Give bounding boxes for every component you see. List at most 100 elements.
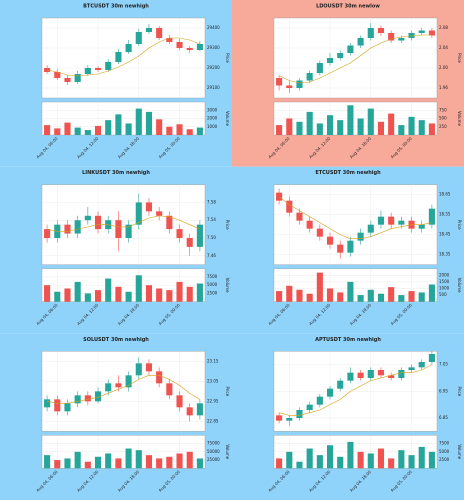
- y-tick-label: 18.65: [439, 192, 451, 197]
- volume-bar: [54, 128, 61, 135]
- candle-body: [115, 220, 122, 238]
- candle-body: [166, 383, 173, 396]
- candle-body: [357, 372, 364, 378]
- y-axis-label: Price: [457, 53, 462, 63]
- y-axis-label: Price: [225, 53, 230, 63]
- volume-axis-label: Volume: [225, 444, 230, 459]
- volume-axis-label: Volume: [457, 444, 462, 459]
- candle-body: [105, 383, 112, 392]
- candle-body: [176, 42, 183, 48]
- volume-tick-label: 500: [439, 292, 447, 297]
- candle-body: [94, 215, 102, 230]
- volume-bar: [286, 451, 293, 469]
- volume-bar: [135, 108, 142, 135]
- chart-title: LDOUSDT 30m newlow: [316, 4, 380, 10]
- y-tick-label: 22.95: [207, 398, 219, 403]
- candle-body: [186, 238, 193, 247]
- candle-body: [418, 30, 425, 33]
- volume-bar: [398, 450, 405, 469]
- candle-body: [84, 395, 91, 402]
- volume-bar: [125, 448, 132, 469]
- candle-body: [105, 62, 112, 70]
- candle-body: [186, 48, 193, 50]
- volume-bar: [367, 453, 374, 469]
- volume-bar: [166, 456, 173, 469]
- candle-body: [367, 370, 374, 378]
- volume-bar: [186, 129, 193, 135]
- volume-bar: [94, 456, 102, 469]
- volume-bar: [166, 290, 173, 302]
- candle-body: [156, 371, 163, 384]
- moving-average: [278, 34, 432, 84]
- candle-body: [418, 362, 425, 368]
- volume-bar: [105, 120, 112, 135]
- volume-tick-label: 75000: [207, 441, 220, 446]
- candle-body: [286, 200, 293, 213]
- y-axis-label: Price: [225, 220, 230, 230]
- candle-body: [115, 52, 122, 62]
- volume-axis-label: Volume: [457, 278, 462, 293]
- candle-body: [367, 224, 374, 233]
- volume-bar: [74, 451, 81, 469]
- candle-body: [428, 30, 435, 36]
- candle-body: [84, 215, 91, 221]
- candle-body: [428, 208, 435, 225]
- candle-body: [408, 33, 415, 38]
- volume-bar: [377, 293, 385, 302]
- candle-body: [176, 229, 183, 238]
- candle-body: [398, 220, 405, 225]
- volume-bar: [316, 455, 323, 469]
- candle-body: [145, 202, 153, 212]
- volume-bar: [398, 125, 405, 135]
- volume-bar: [388, 287, 395, 302]
- candle-body: [196, 224, 203, 247]
- volume-tick-label: 2500: [207, 290, 218, 295]
- candle-body: [326, 388, 334, 397]
- volume-bar: [125, 291, 132, 302]
- volume-axis-label: Volume: [225, 111, 230, 126]
- volume-tick-label: 2000: [207, 116, 218, 121]
- y-tick-label: 18.35: [439, 252, 451, 257]
- candle-body: [156, 211, 163, 216]
- volume-bar: [408, 455, 415, 469]
- volume-bar: [326, 115, 334, 135]
- y-tick-label: 7.05: [439, 362, 448, 367]
- candle-body: [347, 45, 354, 53]
- y-tick-label: 2.00: [439, 65, 448, 70]
- candle-body: [166, 215, 173, 230]
- candle-body: [296, 410, 303, 418]
- y-tick-label: 6.85: [439, 415, 448, 420]
- volume-bar: [186, 451, 193, 469]
- volume-tick-label: 2000: [439, 272, 450, 277]
- volume-bar: [176, 124, 183, 135]
- candle-body: [84, 68, 91, 74]
- volume-bar: [306, 448, 313, 469]
- volume-bar: [388, 458, 395, 469]
- volume-bar: [145, 111, 153, 135]
- volume-bar: [326, 288, 334, 302]
- volume-tick-label: 5000: [207, 282, 218, 287]
- volume-bar: [105, 453, 112, 469]
- moving-average: [47, 37, 201, 77]
- volume-bar: [196, 127, 203, 135]
- volume-tick-label: 3000: [207, 107, 218, 112]
- candle-body: [54, 399, 61, 412]
- volume-bar: [428, 284, 435, 302]
- volume-bar: [84, 293, 91, 302]
- volume-bar: [316, 272, 323, 302]
- y-tick-label: 23.15: [207, 358, 219, 363]
- candle-body: [296, 80, 303, 88]
- volume-bar: [44, 125, 51, 135]
- volume-tick-label: 50000: [207, 449, 220, 454]
- volume-tick-label: 750: [439, 107, 447, 112]
- moving-average: [279, 364, 433, 416]
- volume-bar: [44, 455, 51, 469]
- moving-average: [47, 215, 201, 232]
- volume-axis-label: Volume: [225, 278, 230, 293]
- volume-bar: [296, 461, 303, 469]
- volume-bar: [306, 111, 313, 135]
- candle-body: [326, 58, 334, 63]
- y-tick-label: 29400: [207, 25, 220, 30]
- y-tick-label: 22.85: [207, 418, 219, 423]
